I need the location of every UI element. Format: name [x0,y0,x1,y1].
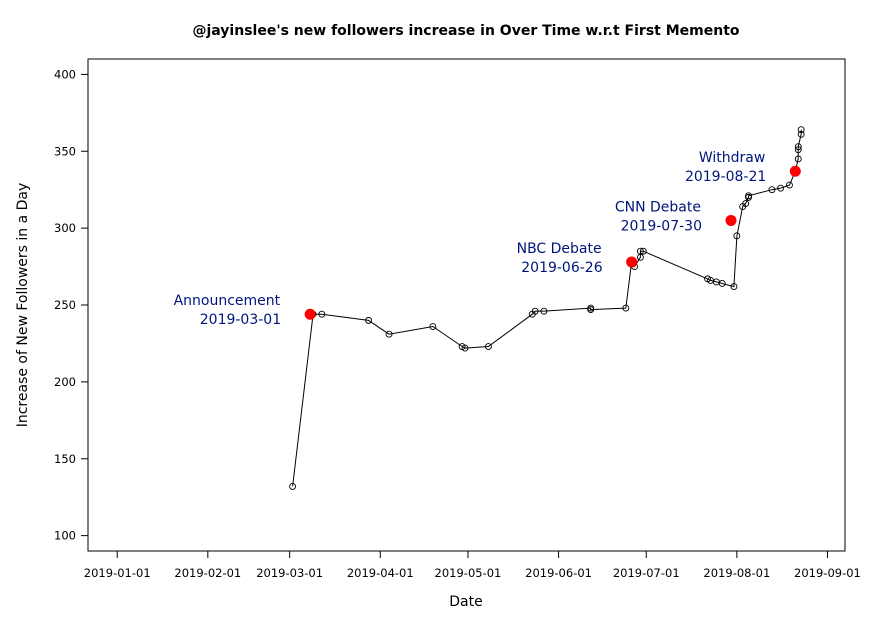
event-label: Withdraw [699,150,765,166]
data-point [718,280,726,287]
data-point [733,232,741,240]
event-marker [725,214,737,226]
data-point [794,155,802,163]
data-point [289,482,297,490]
event-label: Announcement [174,293,281,309]
x-tick-label: 2019-04-01 [347,566,414,580]
data-point [797,130,805,138]
y-tick-label: 300 [54,221,76,235]
x-tick-label: 2019-01-01 [84,566,151,580]
x-tick-label: 2019-09-01 [794,566,861,580]
data-point [639,247,647,255]
data-point [636,247,644,255]
event-marker [789,165,801,177]
y-axis-label: Increase of New Followers in a Day [15,183,31,428]
event-markers: Announcement 2019-03-01 NBC Debate 2019-06-… [174,150,801,328]
data-point [786,181,793,189]
data-point [797,126,805,134]
x-tick-label: 2019-08-01 [703,566,770,580]
data-point [794,143,802,151]
data-point [385,330,393,338]
x-tick-label: 2019-02-01 [174,566,241,580]
y-tick-label: 250 [54,298,76,312]
event-label: NBC Debate [517,241,602,257]
data-point [730,283,738,290]
event-label: CNN Debate [615,199,701,215]
y-tick-label: 200 [54,375,76,389]
data-point [318,310,326,318]
event-date: 2019-03-01 [200,312,281,328]
data-point [484,343,492,350]
data-point [429,323,437,330]
x-axis-label: Date [449,594,482,610]
y-tick-label: 400 [54,67,76,81]
y-axis: 100 150 200 250 300 350 400 [54,67,89,543]
data-point [768,186,776,194]
x-tick-label: 2019-06-01 [525,566,592,580]
data-point [742,200,750,207]
data-point [461,344,469,352]
x-axis: 2019-01-01 2019-02-01 2019-03-01 2019-04-01… [84,550,861,580]
x-tick-label: 2019-07-01 [613,566,680,580]
data-point [777,184,785,192]
y-tick-label: 100 [54,529,76,543]
event-date: 2019-06-26 [521,260,602,276]
data-point [587,306,595,314]
data-point [745,192,752,200]
event-marker [304,308,316,320]
data-point [365,316,373,324]
event-date: 2019-07-30 [621,218,702,234]
event-date: 2019-08-21 [685,169,766,185]
chart-title: @jayinslee's new followers increase in O… [192,23,739,39]
y-tick-label: 150 [54,452,76,466]
y-tick-label: 350 [54,144,76,158]
data-point [794,146,802,154]
data-point [622,304,630,312]
x-tick-label: 2019-05-01 [435,566,502,580]
x-tick-label: 2019-03-01 [256,566,323,580]
data-point [531,307,539,315]
data-point [540,307,548,315]
event-marker [626,256,638,268]
